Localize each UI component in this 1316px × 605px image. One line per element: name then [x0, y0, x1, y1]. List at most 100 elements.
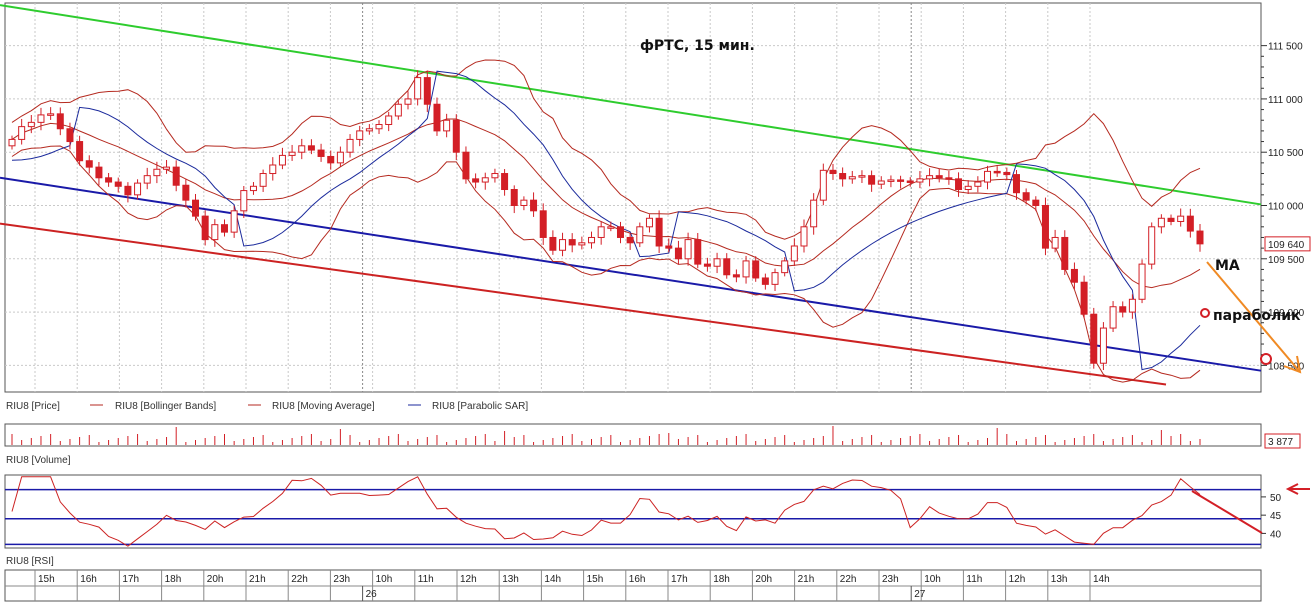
candle-up — [249, 185, 257, 192]
candle-down — [723, 258, 731, 276]
candle-down — [433, 103, 441, 132]
candle-up — [1157, 217, 1165, 228]
candle-down — [317, 149, 325, 157]
candle-up — [916, 178, 924, 183]
candle-down — [327, 155, 335, 164]
rsi-panel[interactable] — [4, 474, 1262, 549]
time-tick-label: 21h — [249, 574, 266, 585]
rsi-chart: 50 45 40 — [5, 476, 1310, 547]
candle-down — [868, 175, 876, 185]
time-tick-label: 21h — [798, 574, 815, 585]
candle-down — [192, 199, 200, 217]
legend-sar: RIU8 [Parabolic SAR] — [432, 401, 528, 412]
price-legend: RIU8 [Price] RIU8 [Bollinger Bands] RIU8… — [6, 401, 528, 412]
candle-up — [713, 258, 721, 267]
candle-up — [385, 115, 393, 125]
candle-up — [848, 176, 856, 180]
candle-down — [423, 77, 431, 105]
time-tick-label: 16h — [629, 574, 646, 585]
time-tick-label: 18h — [165, 574, 182, 585]
candle-up — [781, 260, 789, 274]
parabolic-annotation: параболик — [1213, 308, 1301, 324]
candle-down — [124, 185, 132, 196]
time-tick-label: 11h — [966, 574, 982, 585]
candle-up — [887, 179, 895, 182]
time-tick-label: 17h — [122, 574, 139, 585]
price-tick-label: 111 000 — [1268, 95, 1303, 106]
legend-price: RIU8 [Price] — [6, 401, 60, 412]
candle-down — [56, 113, 64, 130]
time-tick-label: 20h — [755, 574, 772, 585]
candle-down — [182, 184, 190, 201]
price-tick-label: 110 500 — [1268, 148, 1304, 159]
price-tick-label: 111 500 — [1268, 42, 1303, 53]
date-label: 27 — [914, 589, 926, 600]
forecast-arrowhead — [1283, 355, 1302, 374]
candle-up — [47, 113, 55, 116]
candle-down — [1041, 204, 1049, 249]
candle-down — [95, 166, 103, 179]
time-axis: 15h 16h 17h 18h 20h 21h 22h 23h 10h 11h 12h 13h 14h 1… — [5, 570, 1261, 601]
candle-down — [172, 166, 180, 186]
candle-down — [665, 245, 673, 249]
candle-down — [935, 175, 943, 179]
volume-value: 3 877 — [1268, 437, 1293, 448]
time-tick-label: 12h — [460, 574, 477, 585]
volume-panel[interactable] — [4, 423, 1262, 447]
time-tick-label: 20h — [207, 574, 224, 585]
candle-down — [694, 239, 702, 265]
candle-down — [462, 151, 470, 180]
candle-down — [1196, 230, 1204, 245]
candle-down — [76, 141, 84, 162]
channel-marker-icon — [1260, 353, 1272, 365]
candle-down — [501, 173, 509, 191]
forecast-annotations: MA параболик — [1200, 258, 1302, 374]
candle-down — [1032, 199, 1040, 206]
price-panel[interactable] — [4, 2, 1262, 393]
chart-title: фРТС, 15 мин. — [640, 38, 755, 54]
rsi-tick-label: 50 — [1270, 493, 1282, 504]
rsi-tick-label: 40 — [1270, 529, 1282, 540]
candle-up — [298, 145, 306, 153]
candle-down — [510, 189, 518, 206]
candle-down — [993, 170, 1001, 174]
rsi-tick-label: 45 — [1270, 511, 1282, 522]
candle-up — [607, 226, 615, 229]
time-tick-label: 15h — [38, 574, 55, 585]
candle-up — [375, 123, 383, 130]
candle-up — [269, 164, 277, 175]
candle-up — [288, 151, 296, 156]
candle-down — [66, 128, 74, 143]
candle-up — [37, 114, 45, 123]
candle-down — [530, 199, 538, 212]
candle-up — [336, 151, 344, 164]
candle-up — [278, 154, 286, 166]
candle-down — [1022, 192, 1030, 201]
candle-up — [8, 138, 16, 147]
candle-up — [143, 175, 151, 184]
time-tick-label: 13h — [502, 574, 519, 585]
price-grid — [5, 3, 1261, 392]
candle-up — [984, 170, 992, 183]
candle-down — [1003, 171, 1011, 176]
candle-up — [1099, 327, 1107, 364]
candle-down — [703, 263, 711, 267]
candle-up — [974, 181, 982, 187]
ma-annotation: MA — [1215, 258, 1240, 274]
candle-up — [414, 77, 422, 100]
forecast-arrow — [1206, 261, 1301, 373]
parabolic-sar-line — [11, 70, 1201, 371]
candle-up — [443, 119, 451, 132]
candle-down — [955, 178, 963, 191]
time-tick-label: 17h — [671, 574, 688, 585]
candle-up — [964, 185, 972, 191]
time-tick-label: 13h — [1051, 574, 1068, 585]
candle-down — [732, 274, 740, 278]
candle-down — [452, 119, 460, 153]
candle-up — [1051, 236, 1059, 249]
bollinger-upper-line — [11, 59, 1201, 240]
candle-up — [597, 226, 605, 238]
rsi-label: RIU8 [RSI] — [6, 556, 54, 567]
candle-up — [240, 190, 248, 212]
candle-up — [153, 168, 161, 177]
